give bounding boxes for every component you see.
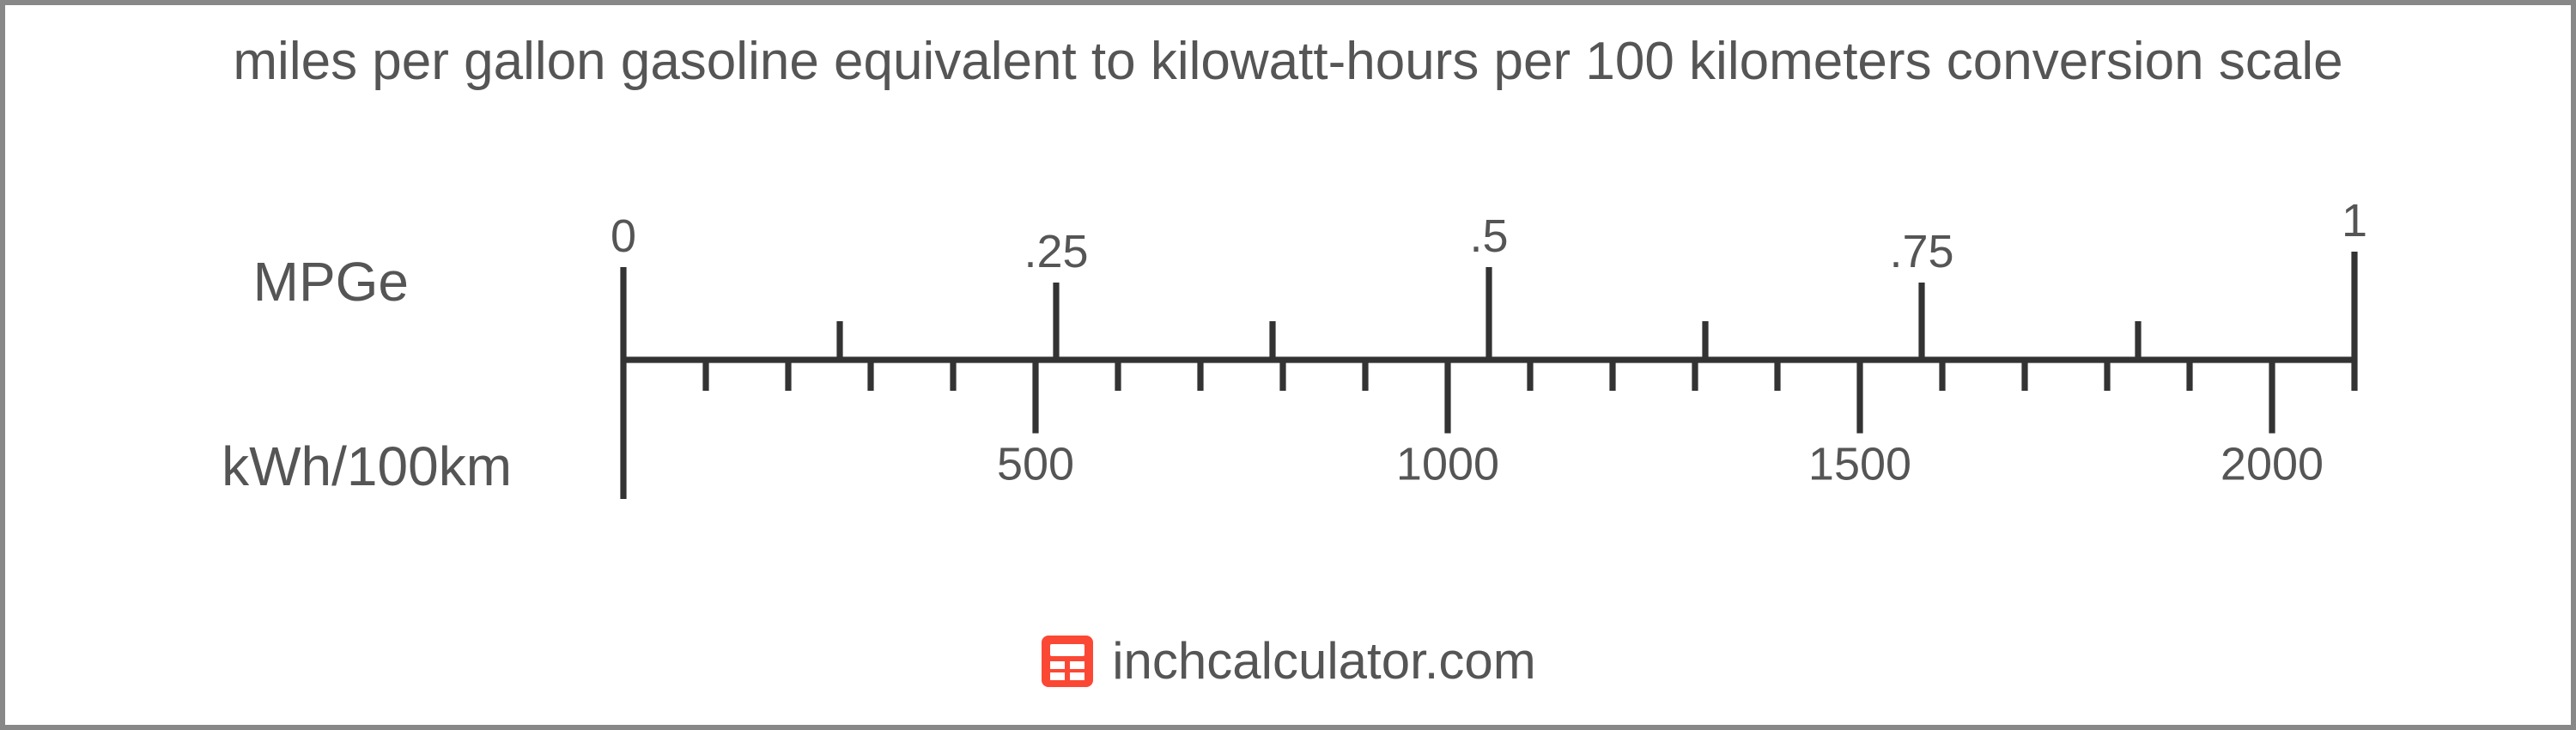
bottom-tick-label: 2000 bbox=[2221, 439, 2324, 490]
scale-svg: 0.25.5.751500100015002000 bbox=[5, 151, 2571, 538]
scale-area: MPGe kWh/100km 0.25.5.751500100015002000 bbox=[5, 151, 2571, 538]
footer-text: inchcalculator.com bbox=[1112, 631, 1536, 690]
top-tick-label: .75 bbox=[1889, 226, 1953, 277]
bottom-tick-label: 500 bbox=[997, 439, 1074, 490]
top-tick-label: .25 bbox=[1024, 226, 1088, 277]
footer: inchcalculator.com bbox=[5, 631, 2571, 690]
top-tick-label: 1 bbox=[2342, 195, 2367, 246]
conversion-scale-container: miles per gallon gasoline equivalent to … bbox=[0, 0, 2576, 730]
scale-title: miles per gallon gasoline equivalent to … bbox=[5, 31, 2571, 92]
calculator-icon bbox=[1040, 634, 1095, 689]
bottom-tick-label: 1000 bbox=[1396, 439, 1499, 490]
top-tick-label: 0 bbox=[611, 210, 636, 262]
bottom-tick-label: 1500 bbox=[1808, 439, 1911, 490]
top-tick-label: .5 bbox=[1469, 210, 1508, 262]
